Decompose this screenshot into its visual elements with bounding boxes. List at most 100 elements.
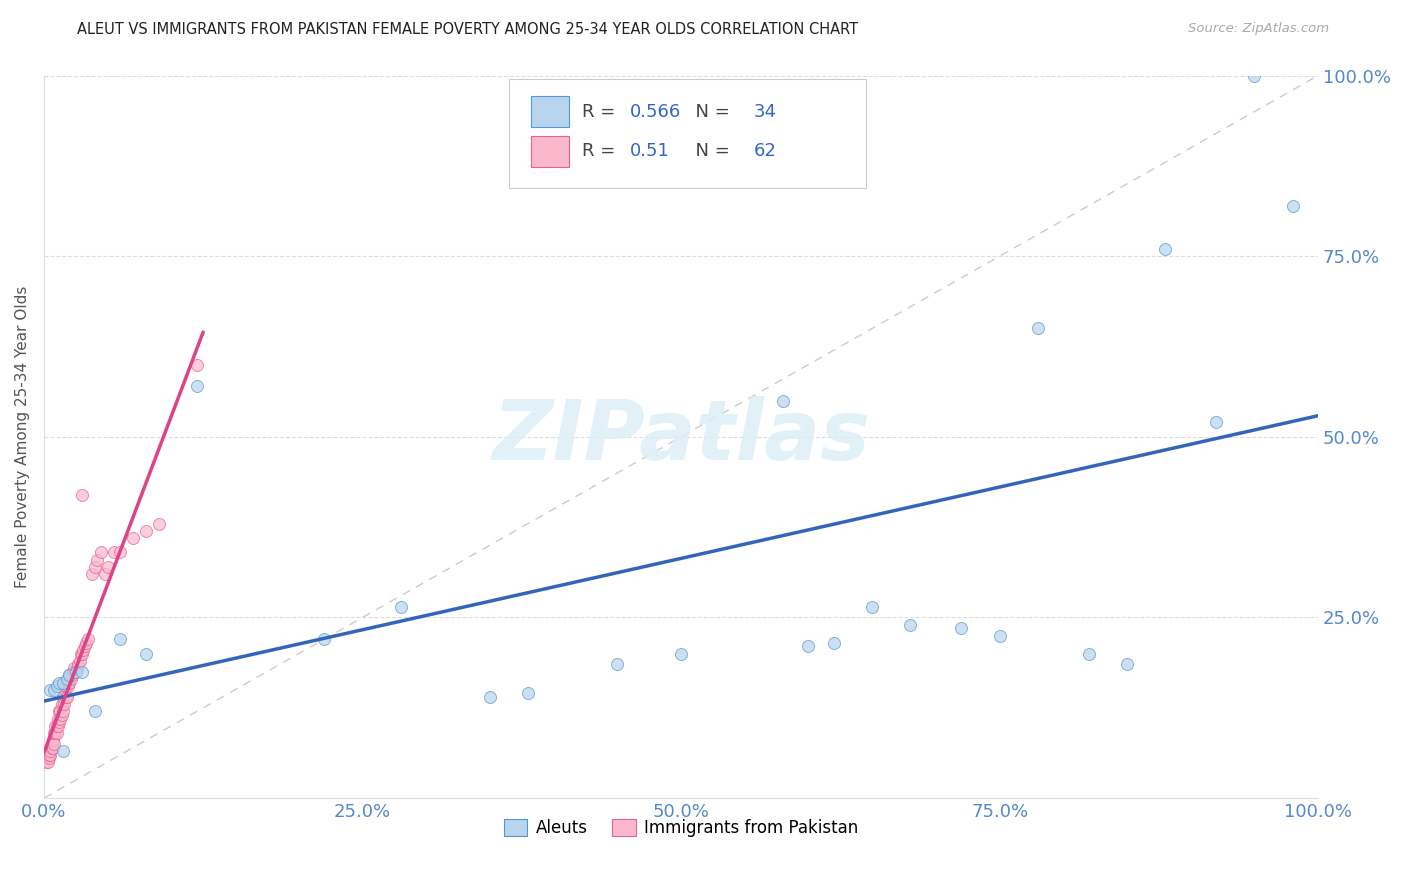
Point xyxy=(53,697,76,711)
Point xyxy=(186,358,208,372)
Point xyxy=(70,665,93,679)
Point xyxy=(58,675,80,690)
Point xyxy=(55,679,77,693)
Point xyxy=(59,672,82,686)
Point xyxy=(63,661,86,675)
Point xyxy=(66,661,89,675)
Point xyxy=(97,560,120,574)
Point xyxy=(44,726,66,740)
Bar xyxy=(530,136,569,167)
Point xyxy=(75,636,97,650)
Point xyxy=(37,755,59,769)
Point xyxy=(45,719,67,733)
Point xyxy=(86,552,108,566)
Point xyxy=(1243,69,1265,83)
Point xyxy=(55,690,77,704)
Point xyxy=(186,379,208,393)
Point xyxy=(39,747,62,762)
Point xyxy=(478,690,501,704)
Text: R =: R = xyxy=(582,103,620,120)
Point xyxy=(49,712,72,726)
Point xyxy=(70,488,93,502)
Text: N =: N = xyxy=(683,143,735,161)
Point xyxy=(48,705,70,719)
Text: R =: R = xyxy=(582,143,620,161)
Point xyxy=(60,668,83,682)
Point xyxy=(46,719,69,733)
Point xyxy=(69,654,91,668)
Point xyxy=(72,643,94,657)
Point xyxy=(314,632,336,647)
Point xyxy=(898,617,921,632)
Point xyxy=(42,733,65,747)
Point xyxy=(42,682,65,697)
Point xyxy=(38,747,60,762)
Point xyxy=(52,675,75,690)
Point xyxy=(103,545,125,559)
Point xyxy=(48,675,70,690)
Point xyxy=(77,632,100,647)
Point xyxy=(517,686,540,700)
Point xyxy=(52,690,75,704)
Point xyxy=(42,726,65,740)
Point xyxy=(65,665,87,679)
Bar xyxy=(530,96,569,127)
Point xyxy=(135,524,157,538)
Point xyxy=(860,599,883,614)
Point xyxy=(83,705,105,719)
Point xyxy=(1077,647,1099,661)
Point xyxy=(58,668,80,682)
Point xyxy=(135,647,157,661)
Point xyxy=(46,712,69,726)
Point xyxy=(56,675,79,690)
Legend: Aleuts, Immigrants from Pakistan: Aleuts, Immigrants from Pakistan xyxy=(498,813,865,844)
Point xyxy=(56,672,79,686)
Point xyxy=(90,545,112,559)
Point xyxy=(38,751,60,765)
Point xyxy=(52,744,75,758)
Point xyxy=(669,647,692,661)
Point xyxy=(83,560,105,574)
Point xyxy=(49,705,72,719)
Point xyxy=(42,740,65,755)
Point xyxy=(148,516,170,531)
Point xyxy=(94,567,117,582)
Text: 34: 34 xyxy=(754,103,776,120)
Point xyxy=(82,567,104,582)
Text: ZIPatlas: ZIPatlas xyxy=(492,396,870,477)
Point xyxy=(1205,416,1227,430)
Point xyxy=(45,726,67,740)
Point xyxy=(389,599,412,614)
Point xyxy=(62,665,84,679)
Point xyxy=(53,686,76,700)
Point xyxy=(58,668,80,682)
Point xyxy=(48,715,70,730)
Text: N =: N = xyxy=(683,103,735,120)
Point xyxy=(772,393,794,408)
Text: 62: 62 xyxy=(754,143,776,161)
Point xyxy=(122,531,145,545)
Point xyxy=(70,647,93,661)
Point xyxy=(69,647,91,661)
Point xyxy=(988,629,1011,643)
Point xyxy=(41,740,63,755)
Point xyxy=(42,737,65,751)
Point xyxy=(606,657,628,672)
Point xyxy=(1026,321,1049,335)
Point xyxy=(44,719,66,733)
Point xyxy=(110,545,132,559)
Point xyxy=(67,657,90,672)
Text: 0.51: 0.51 xyxy=(630,143,669,161)
Point xyxy=(73,640,96,654)
Point xyxy=(39,744,62,758)
Text: 0.566: 0.566 xyxy=(630,103,682,120)
Text: ALEUT VS IMMIGRANTS FROM PAKISTAN FEMALE POVERTY AMONG 25-34 YEAR OLDS CORRELATI: ALEUT VS IMMIGRANTS FROM PAKISTAN FEMALE… xyxy=(77,22,859,37)
Point xyxy=(823,636,845,650)
Point xyxy=(56,679,79,693)
Point xyxy=(65,665,87,679)
Text: Source: ZipAtlas.com: Source: ZipAtlas.com xyxy=(1188,22,1329,36)
Point xyxy=(1154,242,1177,256)
Point xyxy=(41,737,63,751)
Point xyxy=(1281,198,1303,212)
Point xyxy=(1116,657,1139,672)
